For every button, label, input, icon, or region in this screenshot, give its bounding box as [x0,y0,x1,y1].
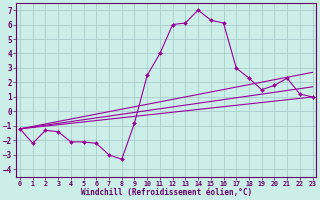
X-axis label: Windchill (Refroidissement éolien,°C): Windchill (Refroidissement éolien,°C) [81,188,252,197]
